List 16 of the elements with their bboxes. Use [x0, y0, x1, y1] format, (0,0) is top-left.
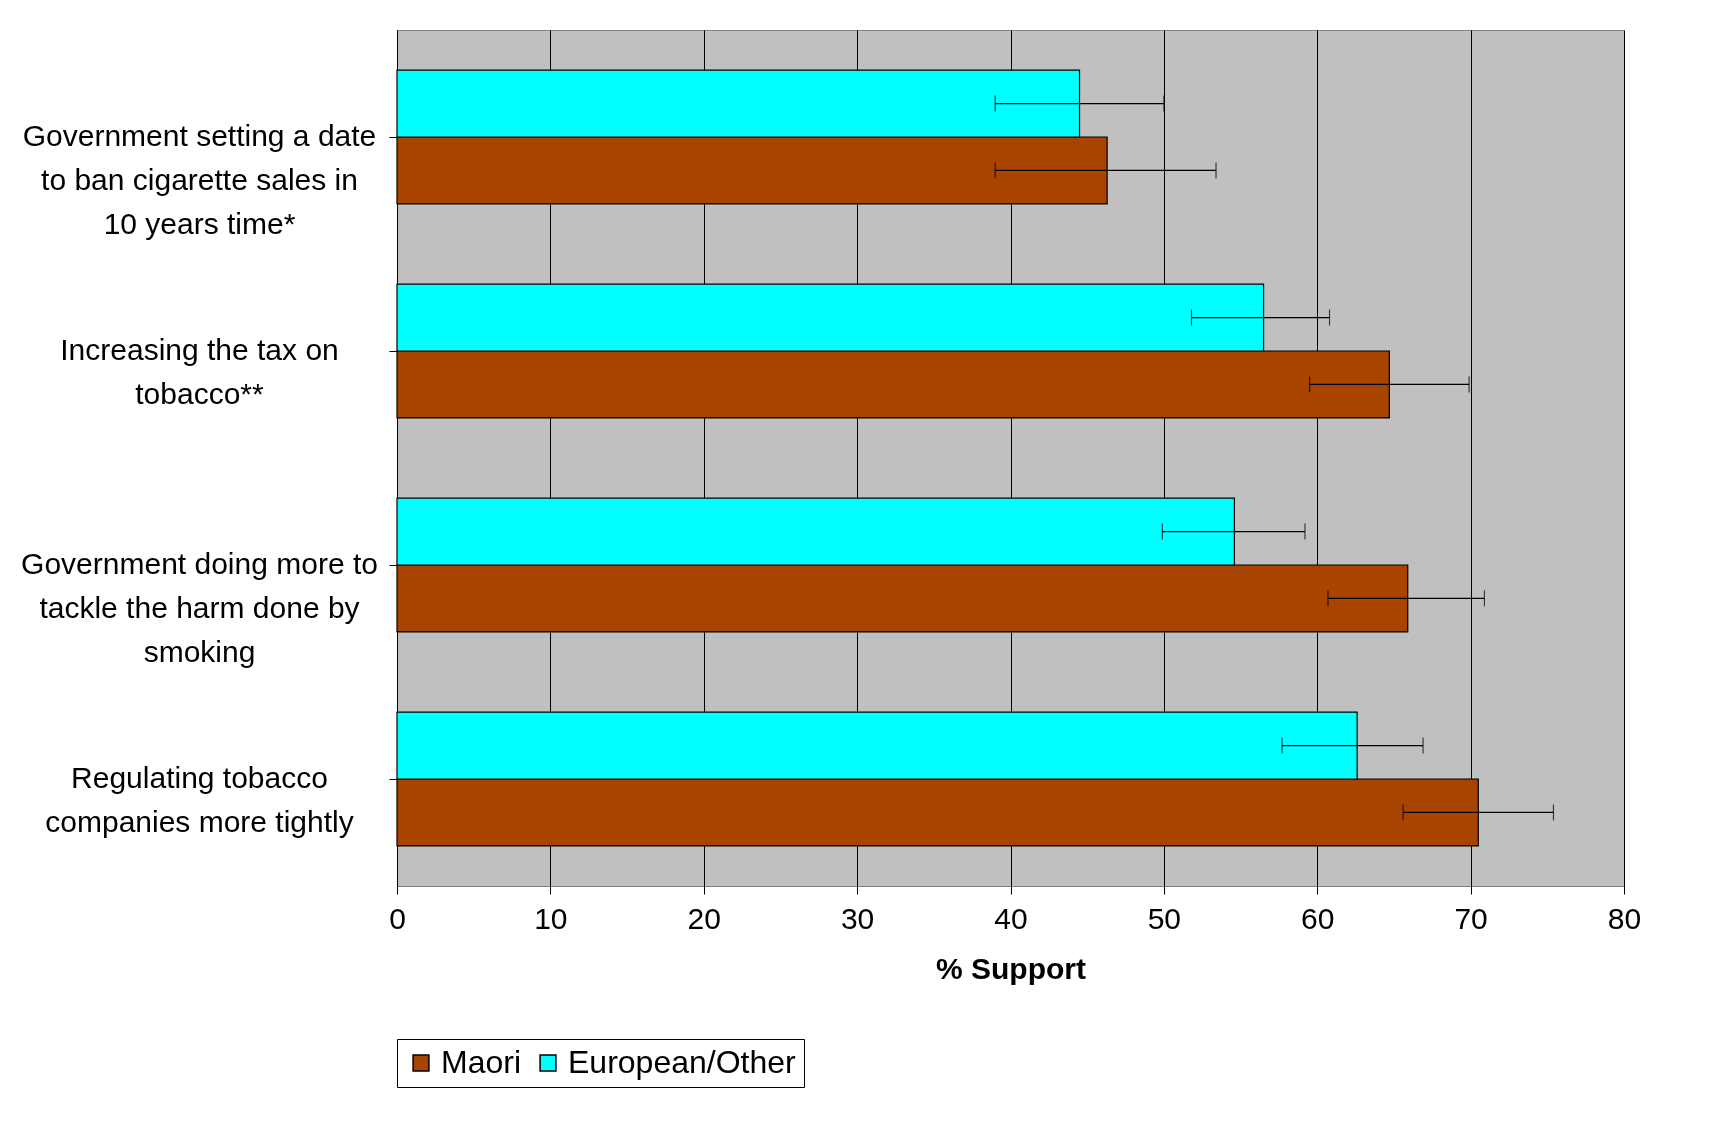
- y-tick-label: Government doing more to tackle the harm done by smoking: [21, 547, 378, 668]
- x-tick-label: 0: [389, 901, 406, 935]
- legend-label: European/Other: [568, 1044, 797, 1080]
- x-tick-label: 80: [1607, 901, 1642, 935]
- x-tick-label: 20: [687, 901, 721, 935]
- x-tick-label: 60: [1301, 901, 1335, 935]
- y-tick-label: Government setting a date to ban cigarette sales in 10 years time*: [22, 119, 377, 240]
- x-tick-label: 40: [994, 901, 1028, 935]
- x-tick-label: 50: [1147, 901, 1182, 935]
- y-tick-label: Increasing the tax on tobacco**: [60, 333, 339, 410]
- legend-label: Maori: [441, 1044, 522, 1080]
- x-tick-label: 70: [1454, 901, 1488, 935]
- y-tick-label: Regulating tobacco companies more tightly: [45, 761, 354, 838]
- x-axis-title: % Support: [936, 951, 1086, 985]
- x-tick-label: 10: [534, 901, 568, 935]
- x-tick-label: 30: [840, 901, 875, 935]
